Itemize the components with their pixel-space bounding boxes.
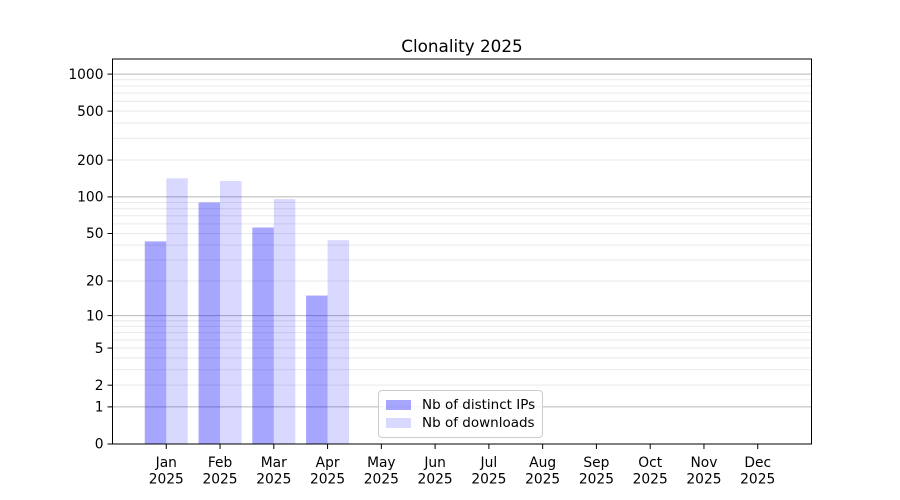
legend-item-distinct-ips: Nb of distinct IPs [386, 397, 542, 413]
y-tick-label: 10 [86, 308, 104, 324]
x-tick-label: Dec 2025 [740, 455, 775, 488]
x-tick-label: Feb 2025 [202, 455, 237, 488]
legend-item-downloads: Nb of downloads [386, 415, 542, 431]
bar-downloads-feb [220, 180, 242, 444]
bar-downloads-apr [327, 240, 350, 444]
y-tick-label: 200 [77, 153, 103, 169]
y-tick-label: 500 [77, 104, 103, 120]
y-tick-label: 5 [95, 341, 104, 357]
x-tick-label: Jan 2025 [149, 455, 184, 488]
x-tick-label: Sep 2025 [579, 455, 614, 488]
x-tick-label: Aug 2025 [525, 455, 560, 488]
y-tick-label: 20 [86, 274, 104, 290]
x-tick-label: Jul 2025 [471, 455, 506, 488]
y-tick-label: 1 [95, 400, 104, 416]
x-tick-label: Mar 2025 [256, 455, 291, 488]
y-axis: 0 1 2 5 10 20 50 100 200 500 1000 [68, 67, 113, 453]
bar-downloads-mar [273, 199, 296, 444]
x-tick-label: May 2025 [364, 455, 399, 488]
x-tick-label: Nov 2025 [686, 455, 721, 488]
x-tick-label: Jun 2025 [418, 455, 453, 488]
bar-downloads-jan [166, 178, 188, 445]
y-tick-label: 2 [95, 378, 104, 394]
bar-ips-apr [306, 295, 328, 444]
legend-swatch-distinct-ips-icon [386, 399, 411, 410]
x-tick-label: Oct 2025 [633, 455, 668, 488]
bars [144, 178, 350, 445]
bar-ips-feb [198, 202, 221, 444]
y-tick-label: 0 [95, 437, 104, 453]
legend-label-downloads: Nb of downloads [422, 415, 535, 432]
y-tick-label: 100 [77, 190, 103, 206]
x-axis: Jan 2025 Feb 2025 Mar 2025 Apr 2025 May 2025 Jun 20… [149, 444, 775, 488]
x-tick-label: Apr 2025 [310, 455, 345, 488]
bar-ips-mar [252, 227, 274, 444]
chart-title: Clonality 2025 [401, 36, 523, 56]
y-tick-label: 1000 [68, 67, 103, 83]
legend-label-distinct-ips: Nb of distinct IPs [422, 396, 536, 413]
legend-swatch-downloads-icon [386, 418, 411, 429]
axes-spines [112, 58, 812, 445]
y-tick-label: 50 [86, 226, 104, 242]
bar-ips-jan [144, 241, 167, 444]
legend: Nb of distinct IPs Nb of downloads [378, 390, 543, 438]
minor-gridlines [112, 79, 812, 386]
